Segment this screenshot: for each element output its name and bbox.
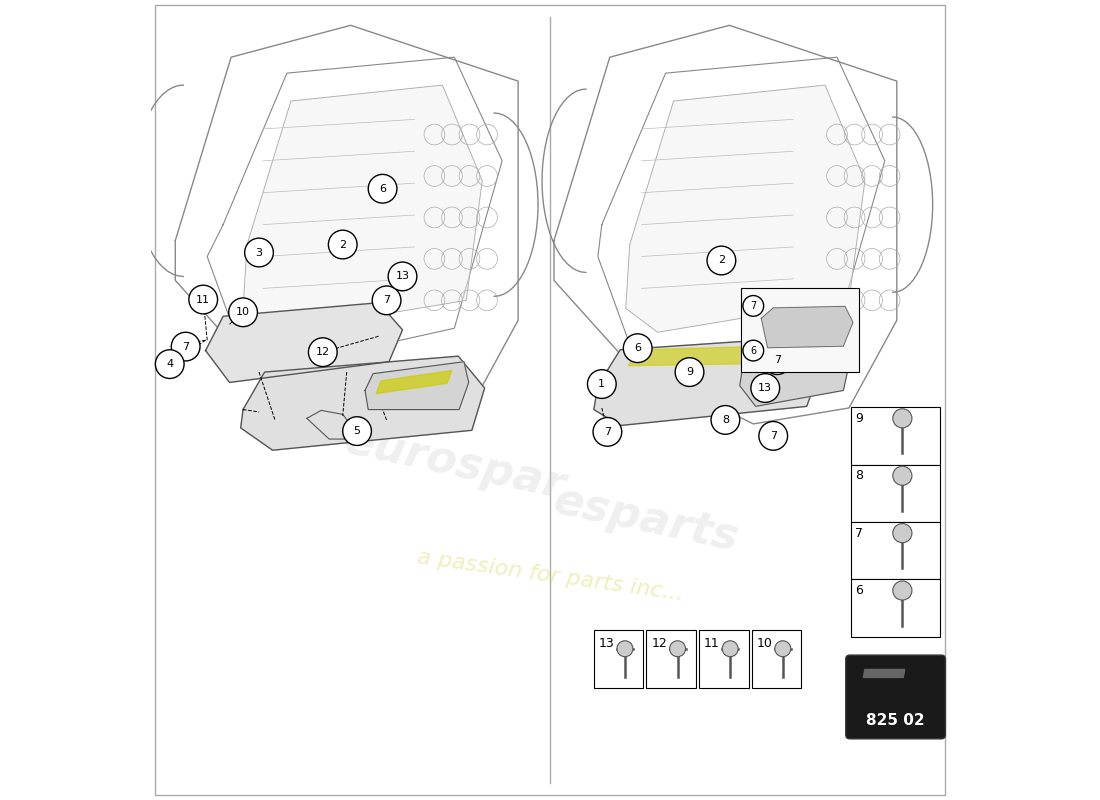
Circle shape [742,340,763,361]
Polygon shape [376,370,452,394]
Bar [647,630,696,688]
Circle shape [372,286,400,314]
Circle shape [893,466,912,486]
Bar [741,288,859,372]
Text: 13: 13 [758,383,772,393]
Text: 7: 7 [383,295,390,306]
Circle shape [893,409,912,428]
Bar [850,407,939,465]
Circle shape [759,422,788,450]
Text: 12: 12 [651,637,667,650]
Circle shape [368,174,397,203]
Text: a passion for parts inc...: a passion for parts inc... [416,546,684,604]
Text: 4: 4 [166,359,174,369]
Text: 7: 7 [770,431,777,441]
Text: 11: 11 [704,637,719,650]
Text: 7: 7 [183,342,189,351]
Circle shape [593,418,622,446]
Text: 6: 6 [750,346,757,355]
Polygon shape [626,85,865,332]
Polygon shape [241,356,485,450]
Text: 7: 7 [773,355,781,365]
Circle shape [343,417,372,446]
Text: 13: 13 [598,637,615,650]
Circle shape [189,286,218,314]
Polygon shape [206,302,403,382]
Polygon shape [761,306,852,348]
Text: 6: 6 [635,343,641,353]
Bar [850,522,939,579]
Text: 1: 1 [598,379,605,389]
Bar [751,630,801,688]
Polygon shape [307,410,353,439]
Text: 825 02: 825 02 [866,713,924,728]
Circle shape [751,306,780,334]
Text: 10: 10 [236,307,250,318]
Circle shape [229,298,257,326]
Text: 10: 10 [757,637,772,650]
Text: 7: 7 [856,526,864,540]
Circle shape [751,374,780,402]
Text: 6: 6 [856,584,864,597]
Circle shape [587,370,616,398]
Text: 7: 7 [750,301,757,311]
Circle shape [670,641,685,657]
Circle shape [723,641,738,657]
Polygon shape [594,338,821,426]
Circle shape [893,581,912,600]
FancyBboxPatch shape [846,655,945,739]
Text: 9: 9 [686,367,693,377]
Text: 6: 6 [761,315,769,326]
Polygon shape [365,362,469,410]
Polygon shape [739,326,851,406]
Bar [850,579,939,637]
Circle shape [893,523,912,542]
Circle shape [244,238,274,267]
Circle shape [308,338,337,366]
Circle shape [707,246,736,275]
Circle shape [388,262,417,290]
Circle shape [155,350,184,378]
Polygon shape [243,85,482,332]
Text: 6: 6 [379,184,386,194]
Text: 8: 8 [722,415,729,425]
Text: esparts: esparts [549,479,742,560]
Polygon shape [864,670,905,678]
Text: 9: 9 [856,412,864,425]
Text: 13: 13 [396,271,409,282]
Bar [700,630,748,688]
Text: 5: 5 [353,426,361,436]
Text: 2: 2 [339,239,346,250]
Text: 8: 8 [856,470,864,482]
Text: 3: 3 [255,247,263,258]
Bar [594,630,643,688]
Circle shape [329,230,358,259]
Text: 2: 2 [718,255,725,266]
Polygon shape [628,346,783,366]
Circle shape [774,641,791,657]
Text: eurospar: eurospar [340,419,569,508]
Circle shape [624,334,652,362]
Text: 11: 11 [196,294,210,305]
Circle shape [675,358,704,386]
Circle shape [763,346,792,374]
Text: 7: 7 [604,427,611,437]
Circle shape [172,332,200,361]
Text: 12: 12 [316,347,330,357]
Circle shape [711,406,739,434]
Bar [850,465,939,522]
Circle shape [617,641,632,657]
Circle shape [742,295,763,316]
